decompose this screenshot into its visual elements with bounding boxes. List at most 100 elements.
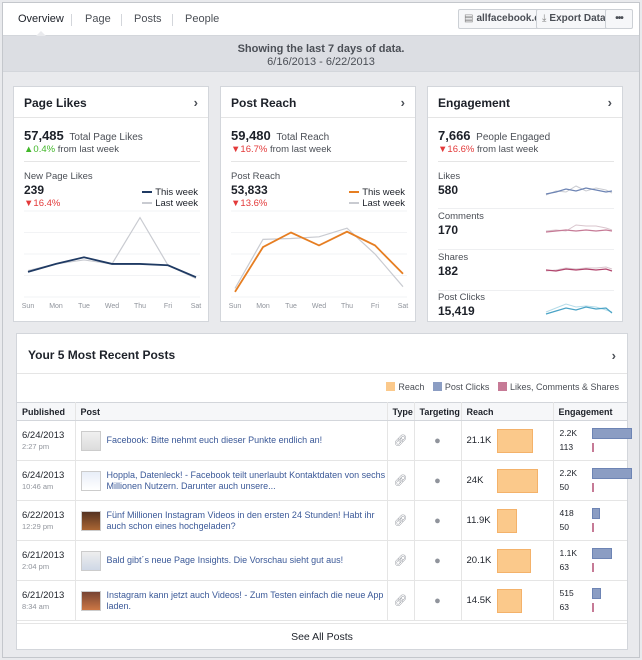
card-header[interactable]: Engagement › [428,87,622,118]
post-thumbnail[interactable] [80,470,101,491]
chevron-right-icon[interactable]: › [607,95,612,110]
last-week-line [27,216,197,280]
post-text-link[interactable]: Facebook: Bitte nehmt euch dieser Punkte… [106,435,323,445]
reach-cell: 24K [461,460,554,501]
post-thumbnail[interactable] [80,550,101,571]
post-cell[interactable]: Bald gibt´s neue Page Insights. Die Vors… [75,540,388,581]
post-time: 10:46 am [22,482,54,491]
total-page-likes: 57,485 Total Page Likes [24,128,143,143]
top-nav: Overview Page Posts People ▤ allfacebook.… [3,3,639,37]
likes-bar [591,563,594,572]
link-icon: 🔗︎ [393,435,408,447]
engagement-cell: 2.2K 113 [553,420,632,461]
post-clicks-value: 515 [559,588,574,598]
table-row[interactable]: 6/24/2013 2:27 pm Facebook: Bitte nehmt … [17,420,632,461]
download-icon: ⤓ [542,13,547,24]
engagement-comments[interactable]: Comments 170 [438,211,614,249]
posts-header[interactable]: Your 5 Most Recent Posts › [17,334,627,374]
col-reach[interactable]: Reach [461,402,554,421]
shares-value: 182 [438,264,459,278]
likes-bar [591,603,594,612]
col-post[interactable]: Post [75,402,388,421]
day-tick-label: Tue [285,303,297,310]
legend-last-week: Last week [142,198,198,209]
sub-delta: ▼16.4% [24,198,60,209]
total-label: Total Page Likes [69,132,143,143]
globe-icon: ● [434,594,441,607]
legend-last-label: Last week [362,198,405,209]
sub-label: New Page Likes [24,171,93,182]
legend-swatch [349,191,360,194]
post-cell[interactable]: Facebook: Bitte nehmt euch dieser Punkte… [75,420,388,461]
divider [438,290,614,291]
tab-divider [71,14,72,26]
chart-legend: This week Last week [349,187,405,209]
site-button[interactable]: ▤ allfacebook.de [458,9,552,29]
day-tick-label: Wed [104,303,120,310]
legend-this-week: This week [349,187,405,198]
chart-legend: This week Last week [142,187,198,209]
sub-value: 53,833 [231,183,268,197]
total-delta: ▼16.6% from last week [438,144,538,155]
post-cell[interactable]: Instagram kann jetzt auch Videos! - Zum … [75,580,388,621]
comments-sparkline [545,224,613,233]
tab-overview[interactable]: Overview [18,3,64,37]
legend-swatch [142,202,153,205]
table-row[interactable]: 6/22/2013 12:29 pm Fünf Millionen Instag… [17,500,627,541]
post-thumbnail[interactable] [80,590,101,611]
engagement-shares[interactable]: Shares 182 [438,252,614,290]
post-date: 6/21/2013 [22,590,65,601]
export-data-button[interactable]: ⤓ Export Data [536,9,612,29]
tab-people[interactable]: People [185,13,220,25]
legend-this-label: This week [362,187,405,198]
col-targeting[interactable]: Targeting [414,402,462,421]
post-cell[interactable]: Hoppla, Datenleck! - Facebook teilt uner… [75,460,388,501]
published-cell: 6/21/2013 8:34 am [17,580,76,621]
engagement-likes[interactable]: Likes 580 [438,171,614,209]
table-row[interactable]: 6/21/2013 8:34 am Instagram kann jetzt a… [17,580,627,621]
post-thumbnail[interactable] [80,430,101,451]
delta-suffix: from last week [476,144,539,155]
legend-last-week: Last week [349,198,405,209]
chevron-right-icon[interactable]: › [193,95,198,110]
col-published[interactable]: Published [17,402,76,421]
published-cell: 6/22/2013 12:29 pm [17,500,76,541]
post-text-link[interactable]: Instagram kann jetzt auch Videos! - Zum … [106,589,384,611]
table-row[interactable]: 6/24/2013 10:46 am Hoppla, Datenleck! - … [17,460,632,501]
post-reach-chart [231,210,407,298]
tab-page[interactable]: Page [85,13,111,25]
card-header[interactable]: Post Reach › [221,87,415,118]
tab-posts[interactable]: Posts [134,13,162,25]
posts-title: Your 5 Most Recent Posts [28,348,176,362]
site-button-label: allfacebook.de [476,13,546,24]
likes-comments-shares-value: 50 [559,482,569,492]
post-reach-card: Post Reach › 59,480 Total Reach ▼16.7% f… [220,86,416,322]
reach-value: 24K [466,475,484,486]
post-text-link[interactable]: Hoppla, Datenleck! - Facebook teilt uner… [106,469,386,491]
table-row[interactable]: 6/21/2013 2:04 pm Bald gibt´s neue Page … [17,540,627,581]
post-text-link[interactable]: Bald gibt´s neue Page Insights. Die Vors… [106,555,344,565]
likes-comments-shares-value: 113 [559,442,574,452]
day-tick-label: Wed [311,303,327,310]
comments-value: 170 [438,223,459,237]
engagement-post-clicks[interactable]: Post Clicks 15,419 [438,292,614,330]
link-icon: 🔗︎ [393,475,408,487]
card-header[interactable]: Page Likes › [14,87,208,118]
chevron-right-icon[interactable]: › [400,95,405,110]
post-text-link[interactable]: Fünf Millionen Instagram Videos in den e… [106,509,375,531]
more-options-button[interactable]: ••• [605,9,633,29]
page-icon: ▤ [464,13,474,24]
post-thumbnail[interactable] [80,510,101,531]
reach-bar [496,548,531,573]
col-engagement[interactable]: Engagement [553,402,627,421]
published-cell: 6/24/2013 10:46 am [17,460,76,501]
chevron-right-icon[interactable]: › [611,348,616,363]
see-all-posts-link[interactable]: See All Posts [17,623,627,649]
delta-value: 0.4% [33,144,56,155]
reach-cell: 11.9K [461,500,554,541]
legend-last-label: Last week [155,198,198,209]
engagement-cell: 418 50 [553,500,627,541]
post-cell[interactable]: Fünf Millionen Instagram Videos in den e… [75,500,388,541]
col-type[interactable]: Type [387,402,415,421]
legend-post-clicks: Post Clicks [444,382,490,392]
